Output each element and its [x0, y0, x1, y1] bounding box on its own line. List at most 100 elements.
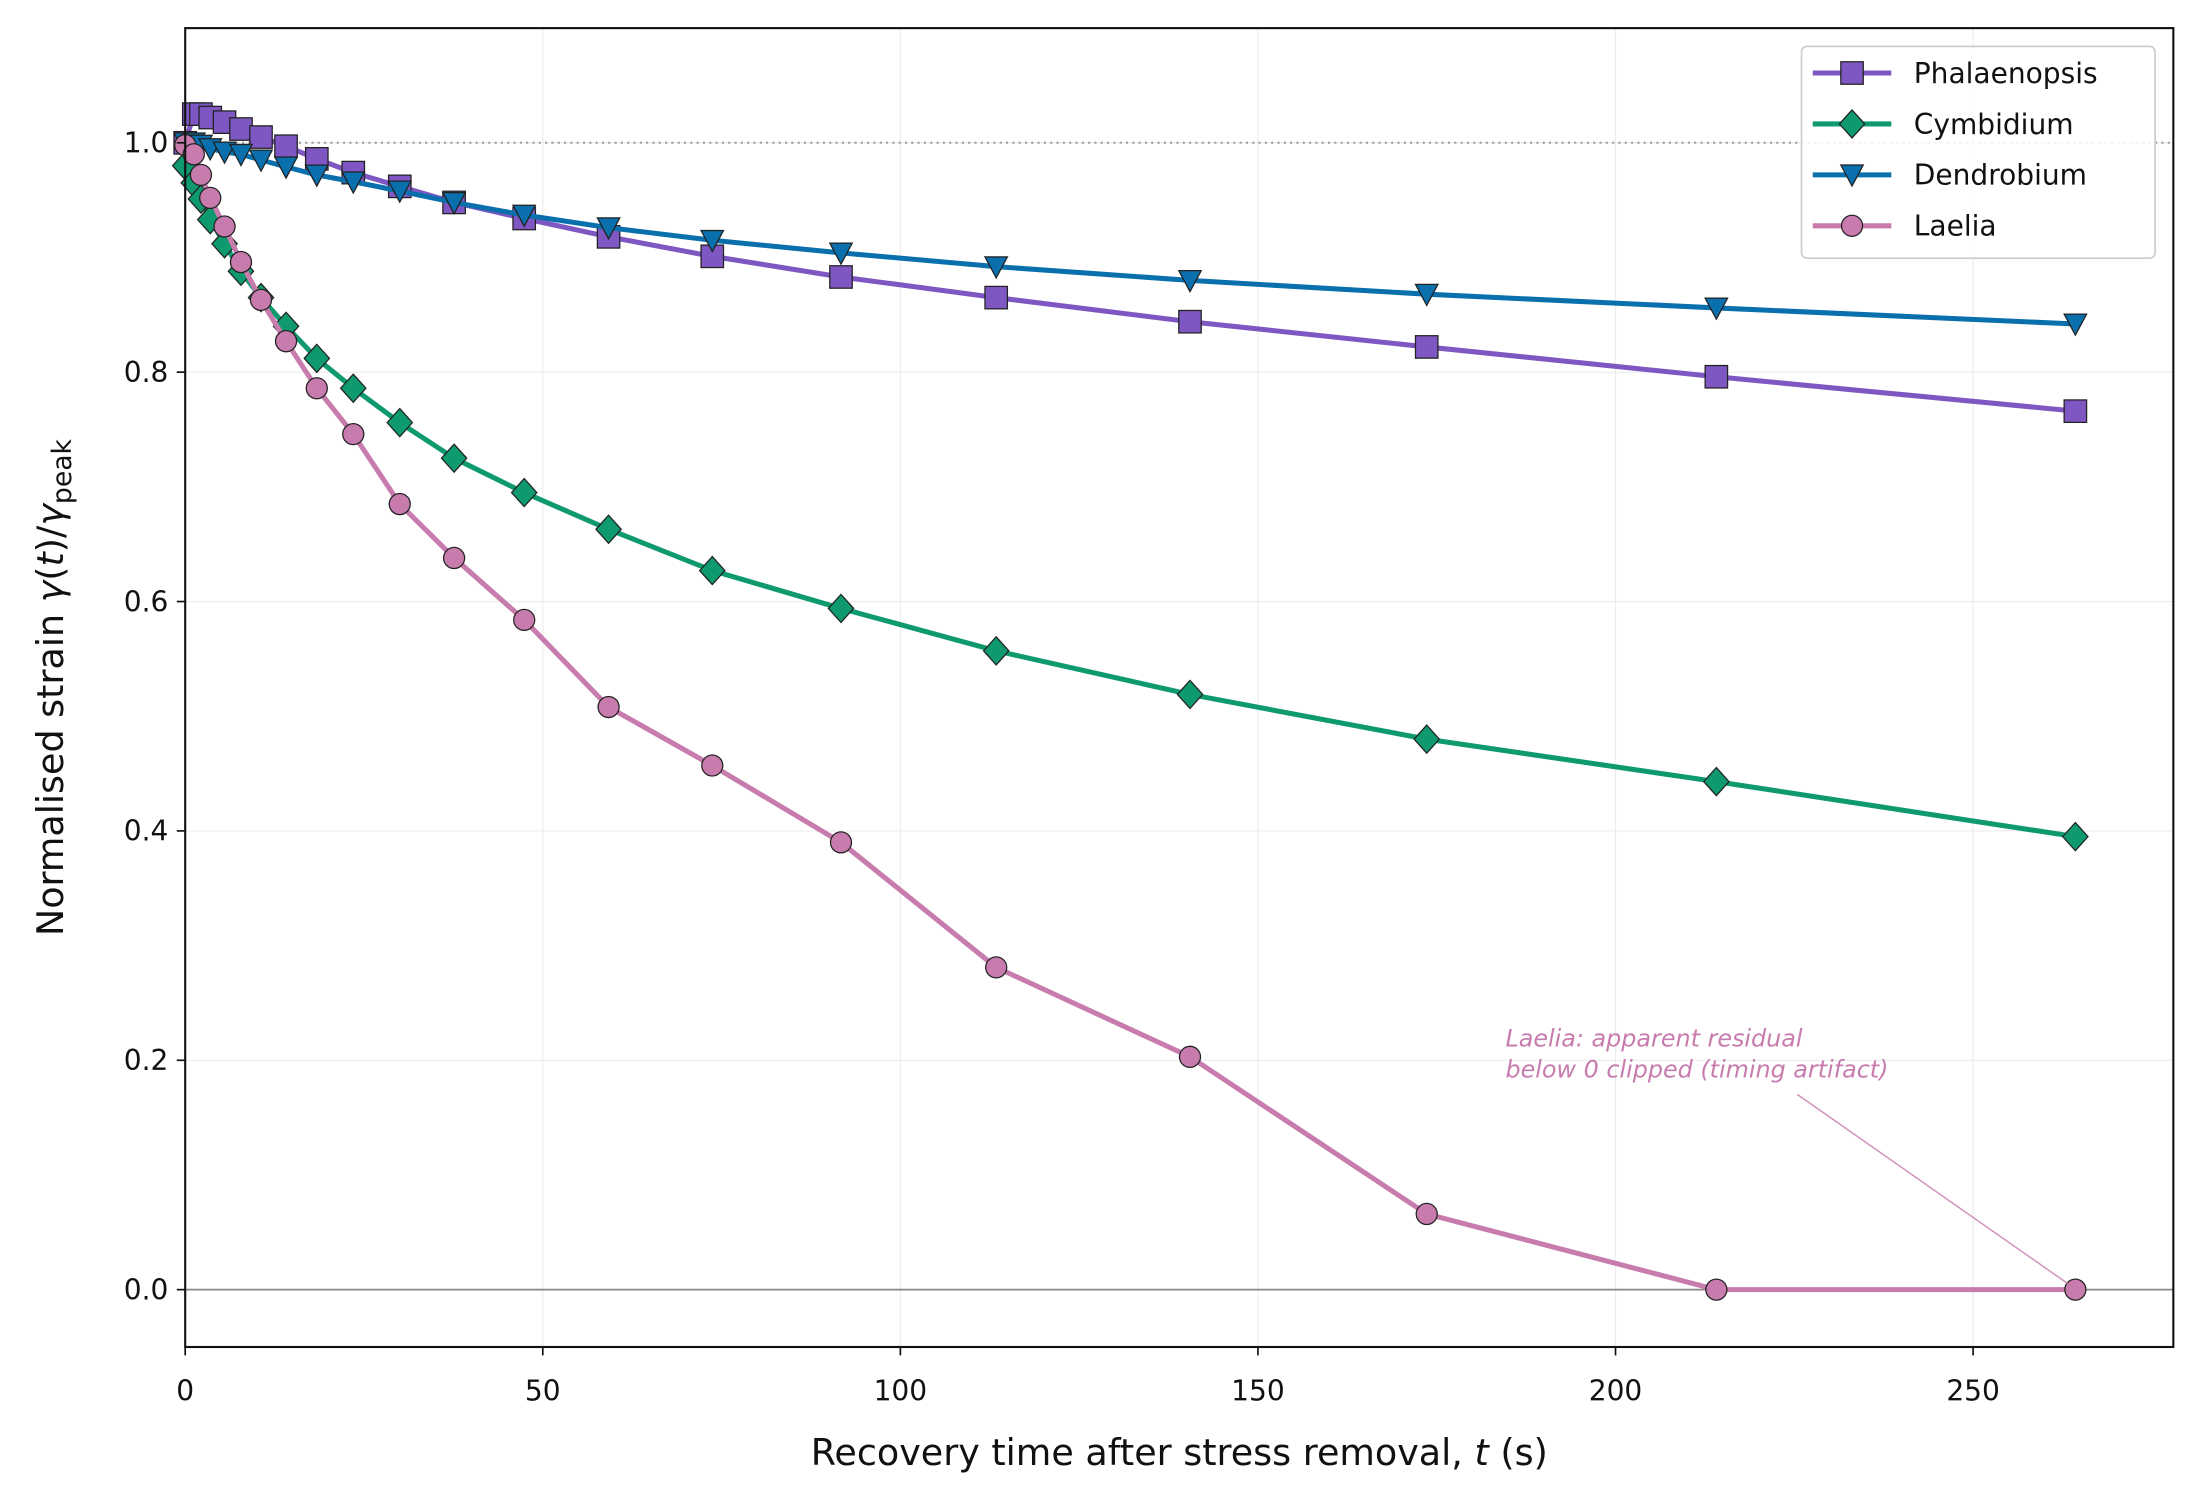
marker	[1176, 679, 1204, 710]
marker	[305, 377, 328, 400]
marker	[441, 191, 467, 215]
marker	[274, 134, 298, 159]
marker	[1705, 1278, 1728, 1301]
annotation-arrow	[1796, 1093, 2069, 1285]
x-tick-label: 200	[1589, 1374, 1643, 1407]
marker	[189, 163, 213, 187]
marker	[304, 164, 330, 188]
marker	[595, 514, 623, 545]
marker	[1839, 164, 1865, 188]
marker	[984, 285, 1009, 310]
y-axis-label-part: )/	[29, 525, 72, 552]
marker	[2063, 313, 2088, 337]
marker	[229, 250, 253, 274]
marker	[983, 256, 1009, 280]
y-axis-label-part: Normalised strain	[29, 602, 72, 936]
marker	[829, 831, 853, 854]
annotation-text: below 0 clipped (timing artifact)	[1505, 1056, 1888, 1084]
x-axis-label-part: t	[1474, 1431, 1490, 1474]
marker	[827, 593, 855, 624]
x-tick-label: 250	[1946, 1374, 2000, 1407]
legend-label: Dendrobium	[1914, 159, 2087, 192]
marker	[273, 156, 299, 180]
marker	[511, 204, 537, 228]
y-tick-label: 0.6	[124, 585, 169, 618]
marker	[510, 477, 538, 508]
x-tick-label: 100	[874, 1374, 928, 1407]
marker	[229, 117, 253, 141]
marker	[985, 956, 1008, 979]
y-axis-label-part: t	[29, 551, 72, 567]
marker	[248, 149, 274, 173]
y-axis-label: Normalised strain γ(t)/γpeak	[29, 438, 78, 936]
marker	[698, 555, 726, 586]
marker	[701, 754, 724, 777]
x-tick-label: 0	[176, 1374, 194, 1407]
axes-frame	[184, 27, 2175, 1349]
marker	[339, 373, 367, 404]
legend-label: Cymbidium	[1914, 108, 2074, 141]
marker	[387, 180, 413, 204]
marker	[274, 330, 298, 353]
annotation-text: Laelia: apparent residual	[1505, 1025, 1802, 1053]
series-line	[182, 164, 2076, 840]
marker	[1177, 269, 1203, 293]
marker	[386, 407, 414, 438]
y-tick-label: 0.2	[124, 1044, 169, 1077]
marker	[596, 217, 621, 241]
marker	[228, 143, 254, 167]
legend-label: Laelia	[1914, 210, 1997, 243]
marker	[597, 695, 620, 719]
x-axis-label-part: (s)	[1489, 1431, 1548, 1474]
marker	[1414, 283, 1439, 307]
marker	[442, 546, 466, 570]
x-axis-label: Recovery time after stress removal, t (s…	[811, 1431, 1548, 1474]
annotation: Laelia: apparent residual below 0 clipped…	[1505, 1025, 2069, 1285]
marker	[2064, 1278, 2087, 1301]
marker	[2061, 821, 2089, 852]
series	[171, 150, 2089, 852]
marker	[1415, 1202, 1438, 1226]
marker	[982, 635, 1010, 666]
marker	[249, 288, 273, 312]
legend-label: Phalaenopsis	[1914, 57, 2098, 90]
axes: 0 50 100 150 200 250 0.0 0.2 0.4 0.6 0.8 1.0 Recover…	[29, 127, 2000, 1474]
marker	[699, 229, 725, 253]
series	[172, 132, 2088, 337]
marker	[1840, 214, 1864, 237]
series	[173, 102, 2088, 424]
marker	[1840, 61, 1864, 85]
x-tick-label: 50	[525, 1374, 561, 1407]
marker	[513, 608, 536, 632]
marker	[1838, 108, 1866, 139]
marker	[1413, 724, 1441, 755]
marker	[388, 492, 411, 516]
legend: Phalaenopsis Cymbidium Dendrobium Laelia	[1800, 45, 2156, 260]
marker	[199, 186, 222, 209]
x-tick-label: 150	[1231, 1374, 1285, 1407]
marker	[1178, 309, 1202, 334]
y-axis-label-part: γ	[29, 578, 72, 602]
x-axis-label-part: Recovery time after stress removal,	[811, 1431, 1475, 1474]
y-tick-label: 0.0	[124, 1273, 169, 1306]
y-tick-label: 0.8	[124, 356, 169, 389]
y-axis-label-part: γ	[29, 502, 72, 526]
marker	[2063, 399, 2088, 424]
marker	[440, 443, 468, 474]
marker	[1704, 364, 1729, 389]
marker	[828, 242, 854, 266]
marker	[1414, 335, 1439, 359]
marker	[212, 141, 237, 165]
plot-area	[171, 102, 2089, 1301]
marker	[303, 343, 331, 374]
y-tick-label: 1.0	[124, 127, 169, 160]
series-line	[185, 140, 2076, 327]
marker	[342, 422, 365, 446]
marker	[829, 265, 853, 289]
marker	[1702, 766, 1730, 797]
marker	[213, 215, 236, 238]
legend-box	[1800, 45, 2156, 260]
marker	[1704, 297, 1729, 321]
marker	[249, 125, 273, 149]
